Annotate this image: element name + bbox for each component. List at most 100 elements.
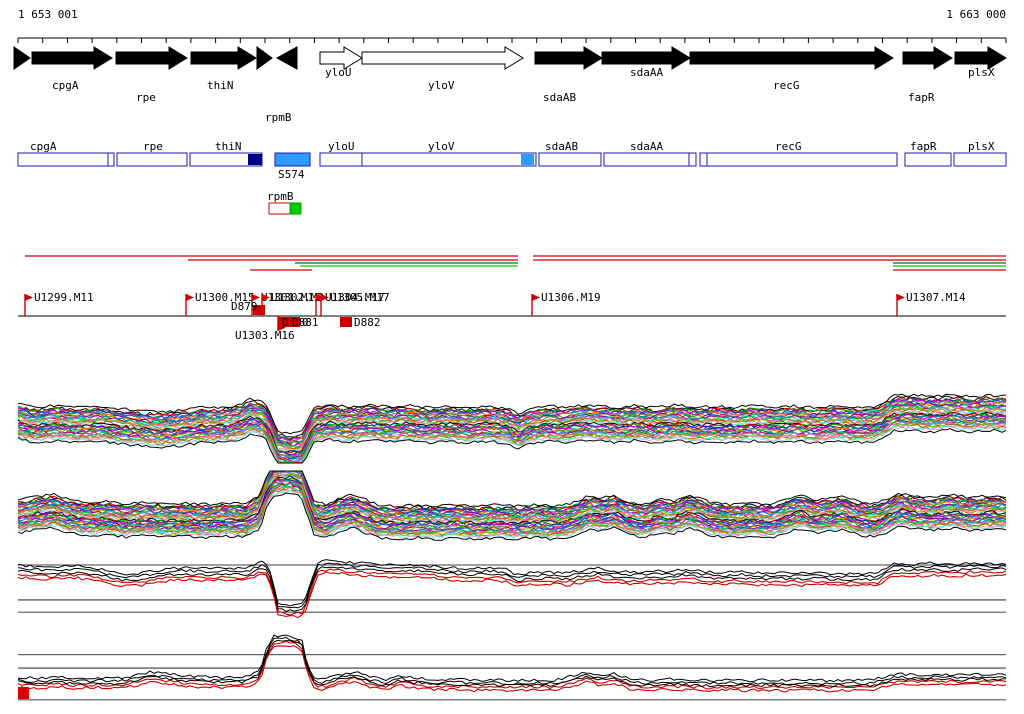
probe-rect-cpgA[interactable]	[17, 152, 115, 167]
summary-panel-3	[17, 559, 1007, 619]
gene-label-fapR: fapR	[908, 91, 935, 104]
probe-subsegment-yloV	[521, 154, 534, 165]
probe-label-recG: recG	[775, 140, 802, 153]
gene-arrow-yloU[interactable]	[319, 46, 363, 70]
expression-panel-2	[17, 470, 1007, 541]
marker-box-label: D879	[231, 300, 258, 313]
profile-line	[17, 566, 1007, 613]
gene-label-yloU: yloU	[325, 66, 352, 79]
profile-line	[17, 481, 1007, 532]
profile-line	[17, 393, 1007, 435]
profile-line	[17, 407, 1007, 451]
probe-rect-sdaAB[interactable]	[538, 152, 602, 167]
marker-box-D881[interactable]: D881	[288, 316, 319, 329]
gene-arrow-rpe[interactable]	[115, 46, 188, 70]
profile-line	[17, 492, 1007, 541]
rpmb-segment-0[interactable]	[268, 202, 291, 215]
gene-arrow-cpgA[interactable]	[31, 46, 113, 70]
coordinate-left: 1 653 001	[18, 8, 78, 21]
rpmb-label: rpmB	[267, 190, 294, 203]
profile-line	[17, 398, 1007, 442]
gene-label-rpe: rpe	[136, 91, 156, 104]
probe-rect-yloU[interactable]	[319, 152, 363, 167]
probe-rect-sdaAA[interactable]	[603, 152, 697, 167]
probe-label-yloU: yloU	[328, 140, 355, 153]
marker-U1302.M3[interactable]: U1302.M3	[261, 291, 324, 316]
marker-flag-icon	[897, 294, 905, 301]
probe-rect-recG[interactable]	[699, 152, 898, 167]
marker-flag-icon	[321, 294, 329, 301]
marker-flag-icon	[25, 294, 33, 301]
gene-label-yloV: yloV	[428, 79, 455, 92]
marker-flag-icon	[532, 294, 540, 301]
marker-flag-icon	[252, 294, 260, 301]
probe-rect-rpe[interactable]	[116, 152, 188, 167]
coordinate-right: 1 663 000	[946, 8, 1006, 21]
gene-arrow-thiN[interactable]	[190, 46, 257, 70]
marker-U1304.M17[interactable]: U1304.M17	[315, 291, 385, 316]
marker-flag-icon	[262, 294, 270, 301]
probe-label-yloV: yloV	[428, 140, 455, 153]
marker-label: U1304.M17	[325, 291, 385, 304]
gene-arrow-yloV[interactable]	[361, 46, 524, 70]
gene-arrow-plsX[interactable]	[954, 46, 1007, 70]
profile-line	[17, 490, 1007, 540]
probe-subsegment-thiN	[248, 154, 262, 165]
profile-line	[17, 559, 1007, 607]
red-corner-box	[18, 687, 29, 699]
gene-arrow-fapR[interactable]	[902, 46, 953, 70]
profile-line	[17, 486, 1007, 537]
profile-line	[17, 411, 1007, 454]
gene-label-thiN: thiN	[207, 79, 234, 92]
profile-line	[17, 405, 1007, 450]
marker-U1301.M13[interactable]: U1301.M13	[251, 291, 321, 316]
marker-box-icon	[278, 317, 290, 327]
marker-U1300.M15[interactable]: U1300.M15	[185, 291, 255, 316]
profile-line	[17, 478, 1007, 529]
marker-label: U1300.M15	[195, 291, 255, 304]
profile-line	[17, 571, 1007, 619]
probe-label-rpe: rpe	[143, 140, 163, 153]
probe-rect-plsX[interactable]	[953, 152, 1007, 167]
marker-box-label: D882	[354, 316, 381, 329]
rpmb-segment-1[interactable]	[289, 202, 302, 215]
marker-box-icon	[288, 317, 300, 327]
probe-label-thiN: thiN	[215, 140, 242, 153]
marker-U1305.M17[interactable]: U1305.M17	[320, 291, 390, 316]
marker-label: U1302.M3	[271, 291, 324, 304]
marker-U1299.M11[interactable]: U1299.M11	[24, 291, 94, 316]
profile-line	[17, 645, 1007, 693]
probe-rect-yloV[interactable]	[361, 152, 537, 167]
gene-arrow-unnamed[interactable]	[256, 46, 273, 70]
profile-line	[17, 640, 1007, 690]
gene-arrow-rpmB[interactable]	[275, 46, 298, 70]
gene-arrow-recG[interactable]	[689, 46, 894, 70]
profile-line	[17, 470, 1007, 511]
profile-line	[17, 396, 1007, 440]
gene-arrow-sdaAA[interactable]	[601, 46, 691, 70]
marker-label: U1305.M17	[330, 291, 390, 304]
marker-label: U1301.M13	[261, 291, 321, 304]
profile-line	[17, 405, 1007, 448]
marker-box-D879[interactable]: D879	[231, 300, 265, 315]
marker-U1306.M19[interactable]: U1306.M19	[531, 291, 601, 316]
probe-rect-fapR[interactable]	[904, 152, 952, 167]
marker-label: U1307.M14	[906, 291, 966, 304]
probe-label-sdaAA: sdaAA	[630, 140, 663, 153]
probe-rect-S574[interactable]	[274, 152, 311, 167]
probe-label-sdaAB: sdaAB	[545, 140, 578, 153]
marker-U1307.M14[interactable]: U1307.M14	[896, 291, 966, 316]
gene-arrow-sdaAB[interactable]	[534, 46, 603, 70]
gene-label-cpgA: cpgA	[52, 79, 79, 92]
profile-line	[17, 428, 1007, 464]
profile-line	[17, 562, 1007, 609]
profile-line	[17, 639, 1007, 688]
marker-box-D882[interactable]: D882	[340, 316, 381, 329]
profile-line	[17, 470, 1007, 517]
gene-label-rpmB: rpmB	[265, 111, 292, 124]
marker-label: U1303.M16	[235, 329, 295, 342]
gene-arrow-unnamed[interactable]	[13, 46, 31, 70]
gene-label-recG: recG	[773, 79, 800, 92]
